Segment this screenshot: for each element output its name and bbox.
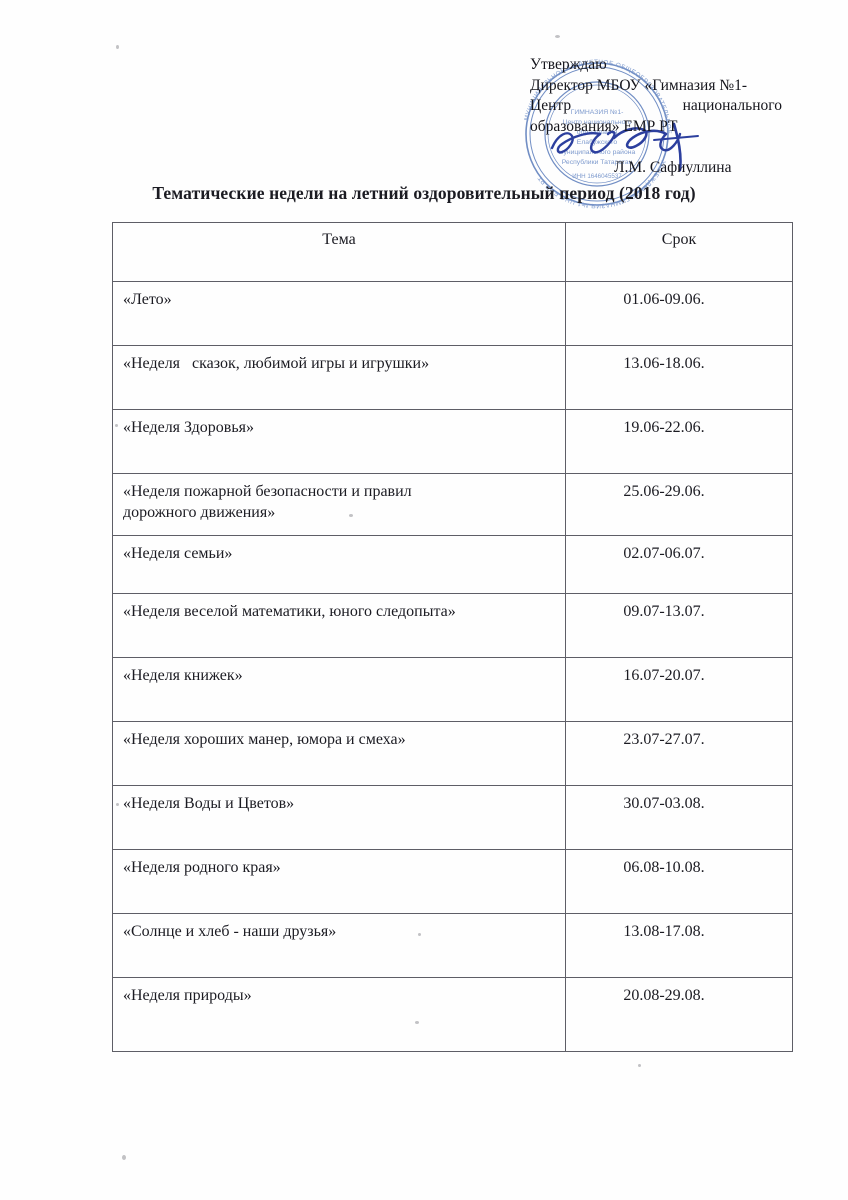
cell-term: 13.08-17.08.	[565, 913, 793, 978]
cell-term: 01.06-09.06.	[565, 281, 793, 346]
cell-term: 25.06-29.06.	[565, 473, 793, 536]
scan-speck	[116, 45, 119, 49]
cell-theme: «Неделя родного края»	[112, 849, 566, 914]
approval-line-4: образования» ЕМР РТ	[530, 117, 678, 135]
table-row: «Неделя веселой математики, юного следоп…	[112, 593, 793, 658]
approval-line-2: Директор МБОУ «Гимназия №1-	[530, 76, 748, 94]
table-row: «Неделя Здоровья» 19.06-22.06.	[112, 409, 793, 474]
cell-term: 19.06-22.06.	[565, 409, 793, 474]
cell-theme: «Лето»	[112, 281, 566, 346]
cell-term: 02.07-06.07.	[565, 535, 793, 594]
scan-speck	[122, 1155, 126, 1160]
cell-term: 13.06-18.06.	[565, 345, 793, 410]
cell-term: 30.07-03.08.	[565, 785, 793, 850]
table-row: «Неделя книжек» 16.07-20.07.	[112, 657, 793, 722]
cell-theme: «Неделя пожарной безопасности и правил д…	[112, 473, 566, 536]
table-row: «Неделя пожарной безопасности и правил д…	[112, 473, 793, 536]
schedule-table: Тема Срок «Лето» 01.06-09.06. «Неделя ск…	[112, 222, 793, 1052]
table-row: «Лето» 01.06-09.06.	[112, 281, 793, 346]
cell-term: 20.08-29.08.	[565, 977, 793, 1052]
cell-theme: «Неделя Здоровья»	[112, 409, 566, 474]
cell-theme: «Неделя веселой математики, юного следоп…	[112, 593, 566, 658]
table-header-row: Тема Срок	[112, 222, 793, 282]
table-row: «Неделя сказок, любимой игры и игрушки» …	[112, 345, 793, 410]
approval-line-3: Центр национального	[530, 96, 782, 117]
cell-term: 16.07-20.07.	[565, 657, 793, 722]
scan-speck	[555, 35, 560, 38]
cell-theme: «Неделя книжек»	[112, 657, 566, 722]
cell-theme: «Неделя сказок, любимой игры и игрушки»	[112, 345, 566, 410]
table-row: «Неделя родного края» 06.08-10.08.	[112, 849, 793, 914]
column-header-theme: Тема	[112, 222, 566, 282]
page-title: Тематические недели на летний оздоровите…	[152, 183, 696, 203]
cell-term: 09.07-13.07.	[565, 593, 793, 658]
table-row: «Неделя хороших манер, юмора и смеха» 23…	[112, 721, 793, 786]
table-body: «Лето» 01.06-09.06. «Неделя сказок, люби…	[112, 281, 793, 1052]
signer-name: Л.М. Сафиуллина	[614, 159, 732, 176]
approval-line-3-left: Центр	[530, 97, 572, 114]
cell-theme: «Неделя хороших манер, юмора и смеха»	[112, 721, 566, 786]
cell-theme: «Неделя Воды и Цветов»	[112, 785, 566, 850]
approval-block: Утверждаю Директор МБОУ «Гимназия №1- Це…	[530, 55, 830, 179]
table-row: «Неделя семьи» 02.07-06.07.	[112, 535, 793, 594]
table-row: «Неделя Воды и Цветов» 30.07-03.08.	[112, 785, 793, 850]
approval-line-3-right: национального	[682, 97, 782, 114]
approval-line-1: Утверждаю	[530, 56, 607, 73]
table-row: «Солнце и хлеб - наши друзья» 13.08-17.0…	[112, 913, 793, 978]
cell-theme: «Неделя семьи»	[112, 535, 566, 594]
cell-theme: «Солнце и хлеб - наши друзья»	[112, 913, 566, 978]
scan-speck	[638, 1064, 641, 1067]
schedule-table-wrapper: Тема Срок «Лето» 01.06-09.06. «Неделя ск…	[112, 222, 793, 1052]
column-header-term: Срок	[565, 222, 793, 282]
table-row: «Неделя природы» 20.08-29.08.	[112, 977, 793, 1052]
cell-term: 23.07-27.07.	[565, 721, 793, 786]
cell-term: 06.08-10.08.	[565, 849, 793, 914]
cell-theme: «Неделя природы»	[112, 977, 566, 1052]
